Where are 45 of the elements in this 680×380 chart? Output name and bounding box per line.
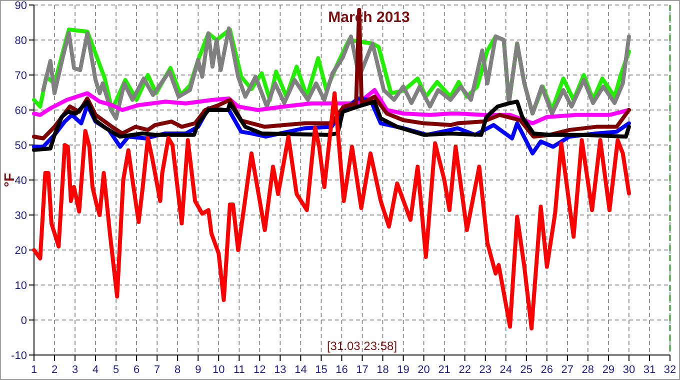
- line-series: [32, 91, 631, 330]
- x-tick-label: 12: [254, 364, 266, 376]
- x-tick-label: 29: [602, 364, 615, 376]
- y-tick-label: 90: [14, 0, 27, 12]
- x-tick-label: 2: [51, 364, 58, 376]
- x-tick-label: 27: [561, 364, 574, 376]
- y-tick-label: 20: [14, 244, 27, 257]
- x-tick-label: 4: [92, 364, 99, 376]
- x-tick-label: 15: [315, 364, 328, 376]
- y-tick-label: 60: [14, 104, 27, 117]
- x-tick-label: 31: [643, 364, 656, 376]
- x-tick-label: 10: [212, 364, 225, 376]
- x-tick-label: 19: [397, 364, 410, 376]
- y-tick-label: 50: [14, 140, 27, 152]
- x-tick-label: 9: [195, 364, 202, 376]
- x-tick-label: 23: [479, 364, 492, 376]
- y-tick-label: 0: [20, 314, 27, 327]
- y-tick-label: 80: [14, 34, 27, 47]
- x-tick-label: 7: [154, 364, 160, 376]
- x-tick-label: 26: [540, 364, 554, 376]
- y-tick-label: 30: [14, 210, 27, 222]
- x-tick-label: 3: [72, 364, 78, 376]
- x-tick-label: 8: [174, 364, 181, 376]
- x-tick-label: 32: [664, 364, 676, 376]
- y-tick-label: 10: [14, 280, 27, 292]
- x-tick-label: 25: [520, 364, 533, 376]
- x-tick-label: 22: [458, 364, 471, 376]
- x-tick-label: 24: [500, 364, 512, 376]
- annotation: [31.03 23:58]: [326, 339, 398, 353]
- x-tick-label: 17: [356, 364, 368, 376]
- x-tick-label: 6: [134, 364, 140, 376]
- x-tick-label: 16: [336, 364, 348, 376]
- x-tick-label: 13: [274, 364, 286, 376]
- y-tick-label: 40: [14, 174, 27, 187]
- y-tick-label: -10: [11, 350, 27, 362]
- x-tick-label: 14: [294, 364, 307, 376]
- x-tick-label: 21: [438, 364, 450, 376]
- x-tick-label: 20: [418, 364, 430, 376]
- x-tick-label: 1: [30, 364, 38, 376]
- y-tick-label: 70: [14, 70, 27, 82]
- x-tick-label: 11: [233, 364, 245, 376]
- x-tick-label: 5: [113, 364, 120, 376]
- x-tick-label: 30: [622, 364, 636, 376]
- x-tick-label: 18: [376, 364, 389, 376]
- x-tick-label: 28: [582, 364, 594, 376]
